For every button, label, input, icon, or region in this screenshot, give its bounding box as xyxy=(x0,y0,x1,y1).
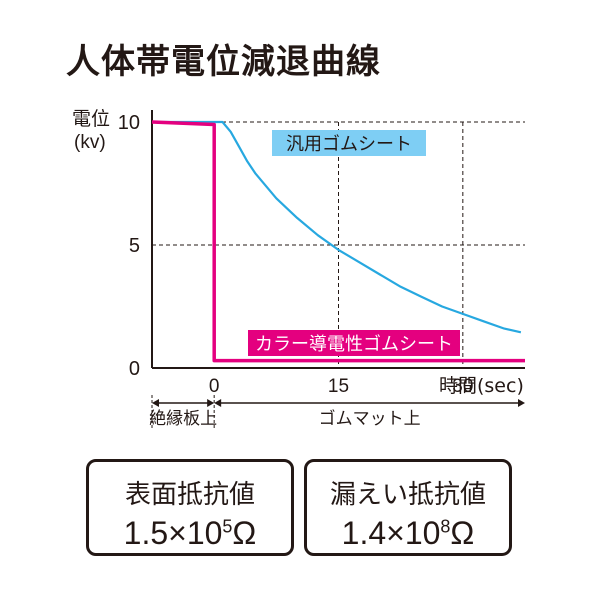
surface-resistance-exponent: 5 xyxy=(222,516,233,537)
surface-resistance-box: 表面抵抗値 1.5×105Ω xyxy=(86,459,294,556)
surface-resistance-unit: Ω xyxy=(232,515,257,551)
leakage-resistance-mantissa: 1.4×10 xyxy=(341,515,441,551)
region-arrowhead-left xyxy=(152,399,159,407)
x-tick-label: 30 xyxy=(452,376,473,397)
series-label-box xyxy=(248,330,460,356)
leakage-resistance-value: 1.4×108Ω xyxy=(307,515,509,552)
series-line xyxy=(151,120,525,363)
region-layer: 絶縁板上 ゴムマット上 xyxy=(149,395,525,429)
x-tick-label: 15 xyxy=(328,376,349,397)
series-label: カラー導電性ゴムシート xyxy=(255,334,453,355)
surface-resistance-value: 1.5×105Ω xyxy=(89,515,291,552)
x-axis-label: 時間(sec) xyxy=(439,375,524,397)
y-tick-label: 5 xyxy=(129,235,140,257)
leakage-resistance-label: 漏えい抵抗値 xyxy=(329,480,486,510)
region-arrowhead-left xyxy=(214,399,222,407)
y-axis-label: 電位 xyxy=(72,108,110,130)
y-tick-label: 0 xyxy=(129,358,140,380)
series-layer xyxy=(151,120,525,363)
surface-resistance-mantissa: 1.5×10 xyxy=(123,515,223,551)
leakage-resistance-box: 漏えい抵抗値 1.4×108Ω xyxy=(304,459,512,556)
leakage-resistance-unit: Ω xyxy=(450,515,475,551)
y-axis-unit: (kv) xyxy=(74,132,106,153)
series-label-box xyxy=(272,130,426,156)
grid xyxy=(152,121,525,368)
y-tick-label: 10 xyxy=(118,112,140,134)
region-arrowhead-right xyxy=(518,399,525,407)
series-label: 汎用ゴムシート xyxy=(286,134,412,155)
leakage-resistance-exponent: 8 xyxy=(440,516,451,537)
region-arrowhead-right xyxy=(207,399,215,407)
series-line xyxy=(152,120,522,334)
surface-resistance-label: 表面抵抗値 xyxy=(124,480,255,510)
region-label: 絶縁板上 xyxy=(149,409,217,429)
page-title: 人体帯電位減退曲線 xyxy=(66,42,381,82)
x-tick-label: 0 xyxy=(209,376,220,397)
region-label: ゴムマット上 xyxy=(319,408,421,429)
